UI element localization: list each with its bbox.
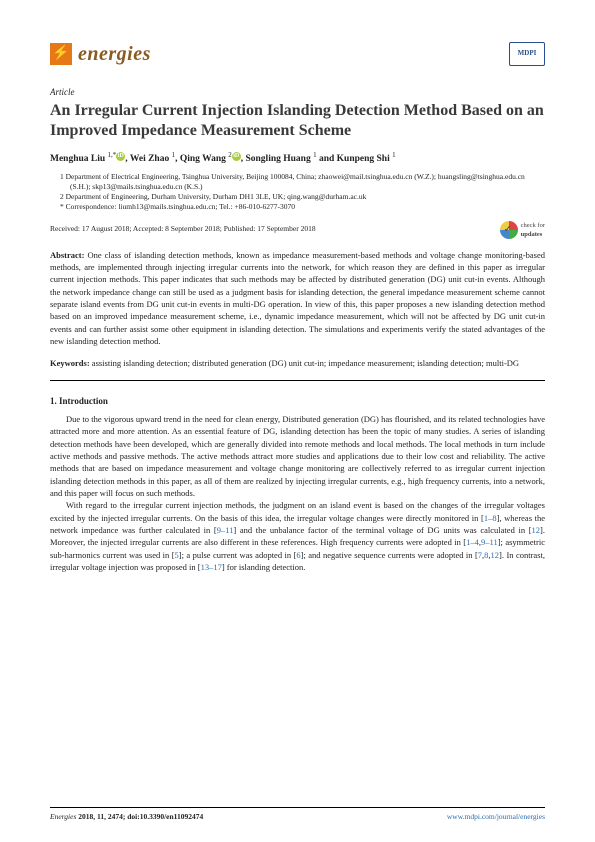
abstract: Abstract: One class of islanding detecti… [50, 249, 545, 348]
ref-link[interactable]: 11 [490, 537, 498, 547]
ref-link[interactable]: 7 [478, 550, 482, 560]
ref-link[interactable]: 13 [201, 562, 210, 572]
paragraph-2: With regard to the irregular current inj… [50, 499, 545, 573]
abstract-label: Abstract: [50, 250, 84, 260]
paragraph-1: Due to the vigorous upward trend in the … [50, 413, 545, 499]
affiliation-2: 2 Department of Engineering, Durham Univ… [60, 192, 545, 202]
ref-link[interactable]: 4 [475, 537, 479, 547]
bolt-icon: ⚡ [50, 43, 72, 65]
check-updates-line2: updates [521, 231, 543, 238]
mdpi-logo: MDPI [509, 42, 545, 66]
affiliation-1: 1 Department of Electrical Engineering, … [60, 172, 545, 192]
keywords-text: assisting islanding detection; distribut… [90, 358, 519, 368]
dates-row: Received: 17 August 2018; Accepted: 8 Se… [50, 221, 545, 239]
article-title: An Irregular Current Injection Islanding… [50, 101, 545, 141]
correspondence: * Correspondence: liumh13@mails.tsinghua… [60, 202, 545, 212]
ref-link[interactable]: 17 [213, 562, 222, 572]
author-list: Menghua Liu 1,*iD, Wei Zhao 1, Qing Wang… [50, 151, 545, 166]
keywords-label: Keywords: [50, 358, 90, 368]
footer-citation: Energies 2018, 11, 2474; doi:10.3390/en1… [50, 812, 203, 823]
body-text: Due to the vigorous upward trend in the … [50, 413, 545, 573]
section-1-heading: 1. Introduction [50, 395, 545, 408]
affiliations: 1 Department of Electrical Engineering, … [50, 172, 545, 213]
ref-link[interactable]: 12 [491, 550, 500, 560]
publication-dates: Received: 17 August 2018; Accepted: 8 Se… [50, 224, 316, 235]
keywords: Keywords: assisting islanding detection;… [50, 357, 545, 369]
journal-logo: ⚡ energies [50, 40, 151, 68]
check-updates-icon [500, 221, 518, 239]
ref-link[interactable]: 12 [532, 525, 541, 535]
article-type-label: Article [50, 86, 545, 99]
footer-journal-link[interactable]: www.mdpi.com/journal/energies [447, 812, 545, 823]
ref-link[interactable]: 8 [484, 550, 488, 560]
separator [50, 380, 545, 381]
page-header: ⚡ energies MDPI [50, 40, 545, 68]
check-for-updates-badge[interactable]: check for updates [500, 221, 545, 239]
check-updates-line1: check for [521, 222, 545, 229]
abstract-text: One class of islanding detection methods… [50, 250, 545, 346]
page-footer: Energies 2018, 11, 2474; doi:10.3390/en1… [50, 807, 545, 823]
journal-name: energies [78, 40, 151, 68]
